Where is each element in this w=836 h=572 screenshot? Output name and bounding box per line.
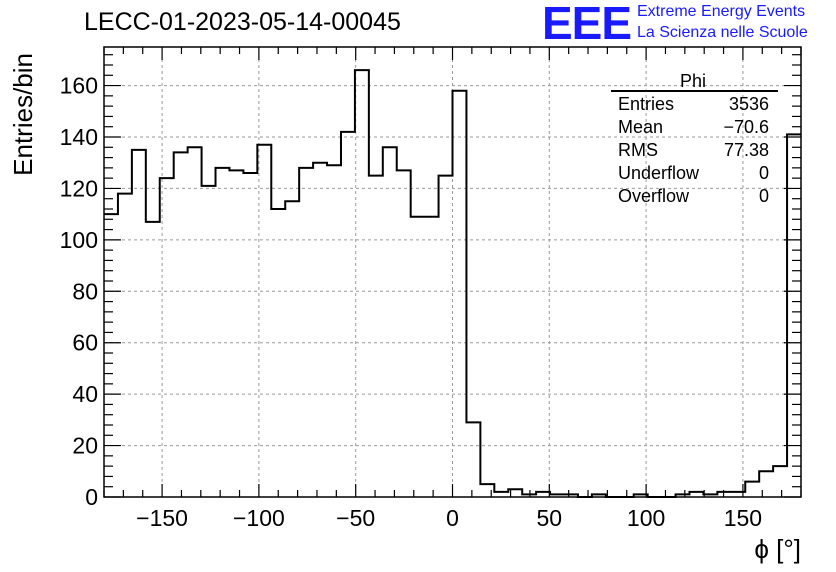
histogram-bin — [299, 168, 313, 497]
stats-row-value: 77.38 — [724, 140, 769, 160]
y-tick-label: 120 — [60, 175, 98, 201]
histogram-bin — [132, 150, 146, 497]
stats-box: Phi Entries 3536 Mean −70.6 RMS 77.38 Underflo… — [611, 71, 778, 206]
histogram-bin — [104, 214, 118, 497]
histogram-bin — [118, 194, 132, 497]
histogram-bin — [229, 170, 243, 497]
stats-row-label: RMS — [618, 140, 658, 160]
stats-rows: Entries 3536 Mean −70.6 RMS 77.38 Underflow 0 Ov… — [618, 94, 769, 206]
y-tick-label: 20 — [72, 433, 98, 459]
histogram-bin — [466, 422, 480, 497]
histogram-bin — [341, 132, 355, 497]
y-tick-label: 40 — [72, 381, 98, 407]
histogram-bin — [216, 168, 230, 497]
histogram-bin — [453, 91, 467, 497]
logo-subtitle-line1: Extreme Energy Events — [637, 3, 806, 20]
histogram-bin — [243, 173, 257, 497]
chart-title: LECC-01-2023-05-14-00045 — [84, 8, 401, 36]
histogram-outline — [104, 69, 801, 498]
histogram-bin — [411, 217, 425, 497]
histogram-bin — [146, 222, 160, 497]
x-tick-label: 50 — [537, 505, 563, 531]
stats-row-value: 0 — [759, 186, 769, 206]
histogram-bin — [480, 484, 494, 497]
tick-layer — [103, 47, 802, 498]
histogram-bin — [425, 217, 439, 497]
stats-row-value: 3536 — [729, 94, 769, 114]
histogram-bin — [773, 466, 787, 497]
y-tick-label: 100 — [60, 227, 98, 253]
x-tick-label: −100 — [233, 505, 285, 531]
stats-title: Phi — [680, 71, 706, 91]
y-tick-label: 60 — [72, 330, 98, 356]
y-tick-label: 160 — [60, 73, 98, 99]
histogram-bin — [745, 482, 759, 497]
histogram-bin — [160, 178, 174, 497]
histogram-bin — [759, 471, 773, 497]
y-tick-label: 140 — [60, 124, 98, 150]
x-tick-label: 0 — [446, 505, 459, 531]
histogram-bin — [202, 186, 216, 497]
histogram-bin — [174, 152, 188, 497]
x-tick-label: 150 — [724, 505, 762, 531]
stats-row-value: −70.6 — [723, 117, 769, 137]
y-axis-label: Entries/bin — [8, 53, 38, 176]
histogram-bin — [355, 70, 369, 497]
histogram-bin — [327, 165, 341, 497]
x-tick-label: −150 — [136, 505, 188, 531]
stats-row-label: Underflow — [618, 163, 700, 183]
stats-row-value: 0 — [759, 163, 769, 183]
y-tick-label: 0 — [85, 484, 98, 510]
eee-logo: EEE — [542, 0, 632, 49]
histogram-bin — [383, 147, 397, 497]
histogram-bin — [369, 176, 383, 497]
histogram-layer — [104, 69, 801, 498]
stats-row-label: Overflow — [618, 186, 690, 206]
histogram-bin — [188, 147, 202, 497]
x-axis-label: ϕ [°] — [754, 534, 801, 564]
y-tick-label: 80 — [72, 278, 98, 304]
histogram-bin — [285, 201, 299, 497]
histogram-bin — [271, 209, 285, 497]
logo-subtitle-line2: La Scienza nelle Scuole — [637, 24, 808, 41]
stats-row-label: Entries — [618, 94, 674, 114]
tick-label-layer: −150 −100 −50 0 50 100 150 0 20 40 60 80 100 120 140 16… — [60, 73, 762, 531]
histogram-bin — [257, 145, 271, 497]
histogram-bin — [439, 176, 453, 497]
x-tick-label: 100 — [627, 505, 665, 531]
stats-row-label: Mean — [618, 117, 663, 137]
x-tick-label: −50 — [336, 505, 375, 531]
histogram-bin — [313, 163, 327, 497]
histogram-bin — [397, 170, 411, 497]
